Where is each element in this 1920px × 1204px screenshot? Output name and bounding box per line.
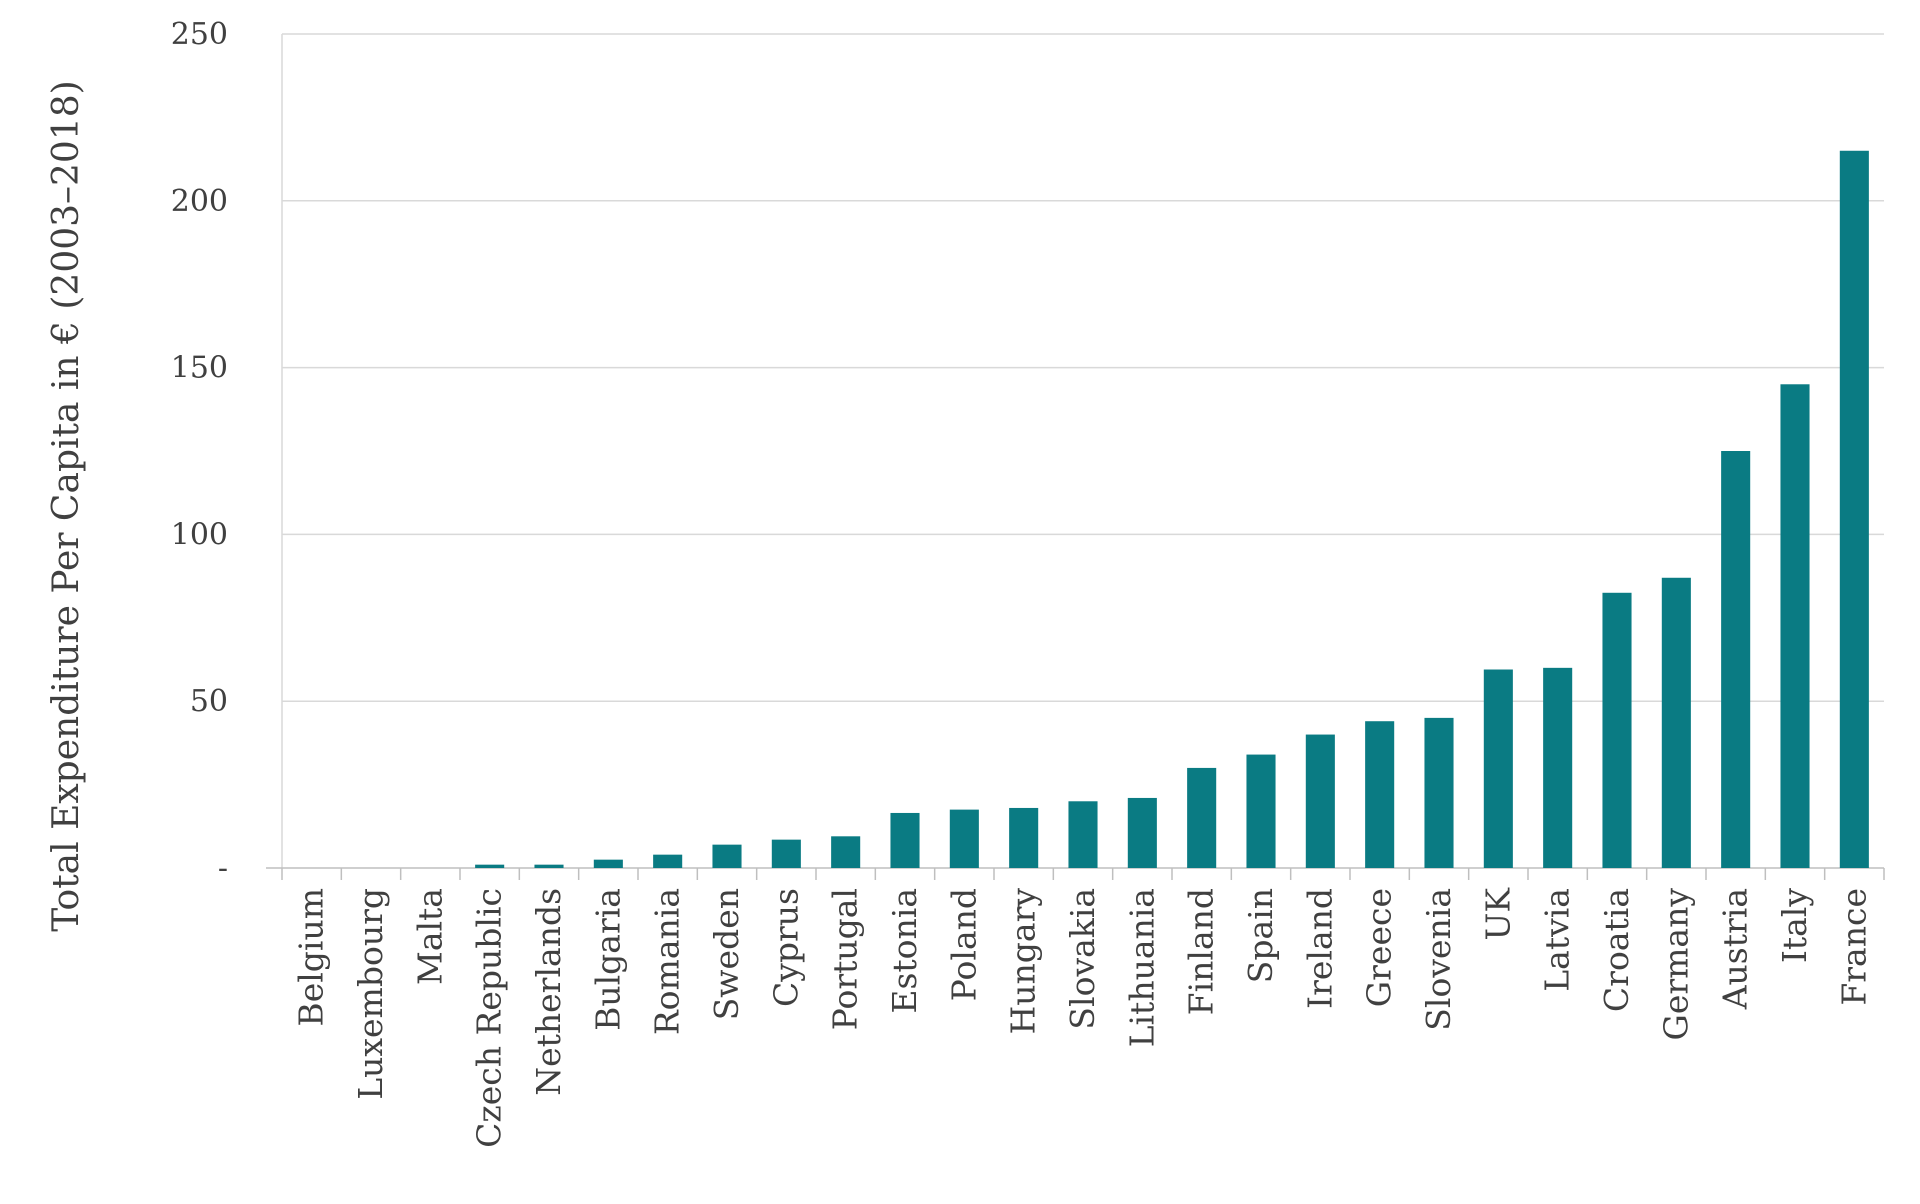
y-tick-label-100: 100 bbox=[171, 517, 228, 552]
bar-poland bbox=[949, 809, 979, 868]
x-tick-label-slovakia: Slovakia bbox=[1063, 888, 1102, 1030]
bar-croatia bbox=[1602, 592, 1632, 868]
x-tick-label-netherlands: Netherlands bbox=[529, 888, 568, 1096]
y-tick-label--: - bbox=[218, 851, 228, 886]
category-labels: Belgium Luxembourg Malta Czech Republic Neth… bbox=[292, 887, 1874, 1148]
x-tick-label-romania: Romania bbox=[648, 888, 687, 1035]
x-tick-label-greece: Greece bbox=[1360, 888, 1399, 1007]
axes bbox=[266, 34, 1884, 869]
bar-cyprus bbox=[771, 839, 801, 868]
bar-france bbox=[1839, 150, 1869, 868]
bar-bulgaria bbox=[593, 859, 623, 868]
bar-uk bbox=[1483, 669, 1513, 868]
x-tick-label-malta: Malta bbox=[410, 888, 449, 985]
bar-spain bbox=[1246, 754, 1276, 868]
x-tick-label-spain: Spain bbox=[1241, 888, 1280, 983]
x-tick-label-slovenia: Slovenia bbox=[1419, 888, 1458, 1031]
bar-latvia bbox=[1543, 667, 1573, 868]
x-tick-label-bulgaria: Bulgaria bbox=[588, 888, 627, 1031]
y-tick-label-200: 200 bbox=[171, 184, 228, 219]
bar-hungary bbox=[1009, 807, 1039, 868]
bar-netherlands bbox=[534, 864, 564, 868]
y-tick-labels: - 50 100 150 200 250 bbox=[171, 17, 228, 886]
x-tick-label-estonia: Estonia bbox=[885, 888, 924, 1014]
x-tick-marks bbox=[281, 868, 1885, 880]
x-tick-label-latvia: Latvia bbox=[1538, 888, 1577, 992]
y-tick-label-150: 150 bbox=[171, 351, 228, 386]
gridlines bbox=[282, 33, 1884, 702]
x-tick-label-sweden: Sweden bbox=[707, 888, 746, 1020]
bar-estonia bbox=[890, 812, 920, 868]
x-tick-label-germany: Germany bbox=[1656, 888, 1695, 1041]
x-tick-label-poland: Poland bbox=[944, 888, 983, 1001]
bar-ireland bbox=[1305, 734, 1335, 868]
x-tick-label-finland: Finland bbox=[1182, 888, 1221, 1015]
bar-slovenia bbox=[1424, 717, 1454, 868]
x-tick-label-belgium: Belgium bbox=[292, 888, 331, 1027]
bar-portugal bbox=[831, 836, 861, 868]
bar-italy bbox=[1780, 384, 1810, 868]
bar-finland bbox=[1187, 767, 1217, 868]
x-tick-label-france: France bbox=[1834, 888, 1873, 1006]
x-tick-label-czech-republic: Czech Republic bbox=[470, 888, 509, 1148]
x-tick-label-lithuania: Lithuania bbox=[1122, 888, 1161, 1047]
x-tick-label-luxembourg: Luxembourg bbox=[351, 888, 390, 1100]
bar-germany bbox=[1661, 577, 1691, 868]
y-tick-label-250: 250 bbox=[171, 17, 228, 52]
x-tick-label-portugal: Portugal bbox=[826, 888, 865, 1030]
x-tick-label-uk: UK bbox=[1478, 887, 1517, 941]
bar-lithuania bbox=[1127, 797, 1157, 868]
y-axis-title: Total Expenditure Per Capita in € (2003–… bbox=[46, 80, 87, 931]
x-tick-label-croatia: Croatia bbox=[1597, 888, 1636, 1012]
x-tick-label-italy: Italy bbox=[1775, 888, 1814, 964]
x-tick-label-ireland: Ireland bbox=[1300, 888, 1339, 1009]
bar-czech-republic bbox=[475, 864, 505, 868]
bar-slovakia bbox=[1068, 801, 1098, 868]
bars bbox=[475, 150, 1869, 868]
x-tick-label-hungary: Hungary bbox=[1004, 888, 1043, 1035]
bar-romania bbox=[653, 854, 683, 868]
x-tick-label-austria: Austria bbox=[1716, 888, 1755, 1010]
bar-austria bbox=[1721, 451, 1751, 868]
x-tick-label-cyprus: Cyprus bbox=[766, 888, 805, 1007]
bar-sweden bbox=[712, 844, 742, 868]
y-tick-label-50: 50 bbox=[190, 684, 228, 719]
bar-greece bbox=[1365, 721, 1395, 868]
